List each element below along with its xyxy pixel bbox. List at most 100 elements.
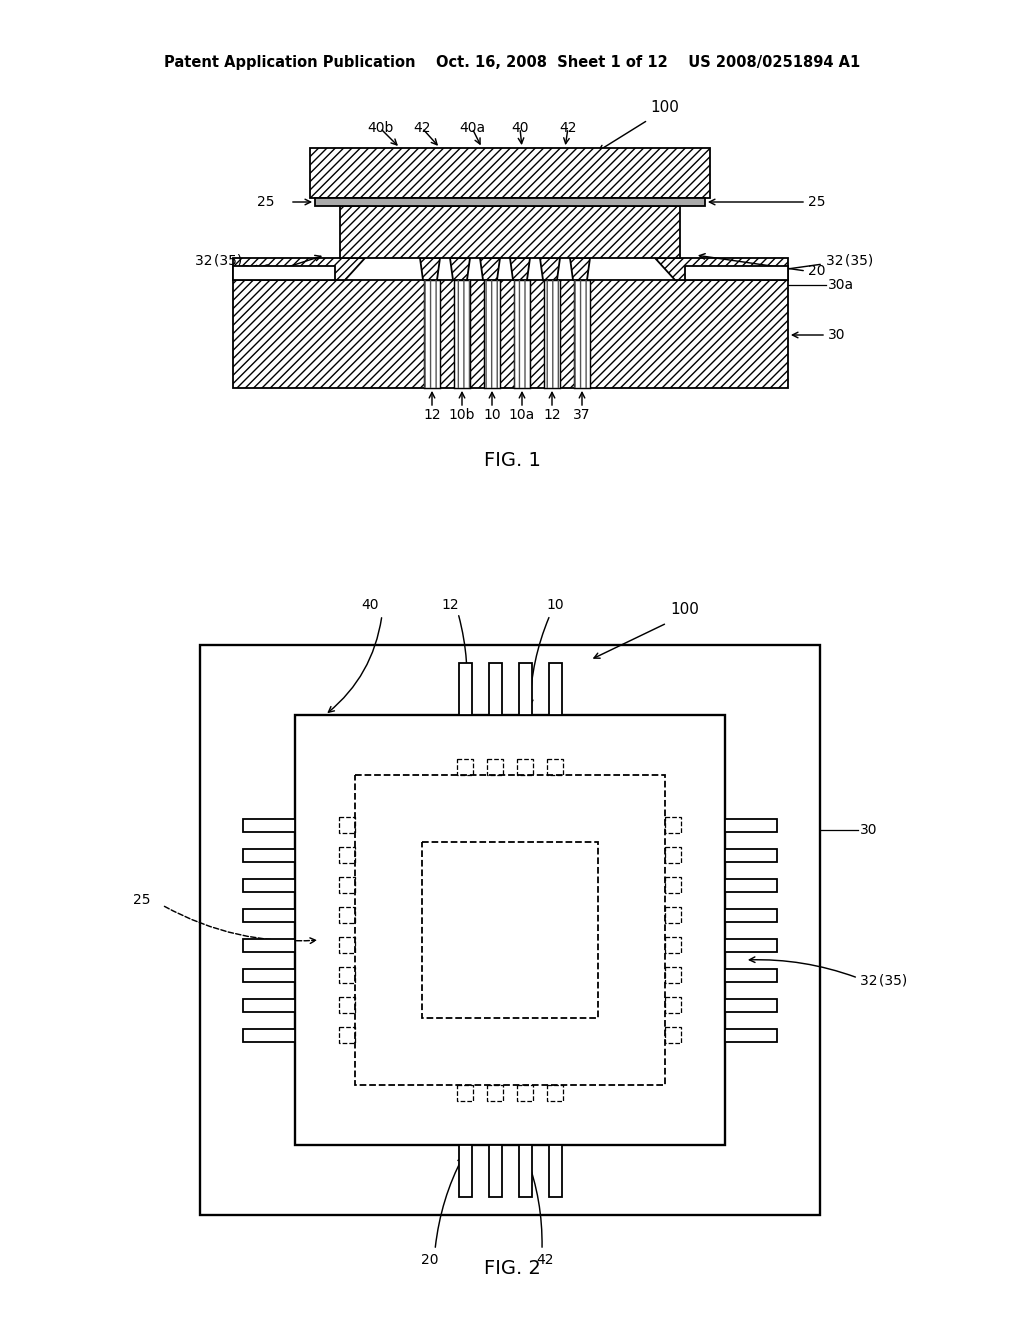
Text: 20: 20	[421, 1253, 438, 1267]
Bar	[574, 280, 590, 388]
Text: 30: 30	[828, 327, 846, 342]
Bar	[725, 849, 777, 862]
Text: 25: 25	[808, 195, 825, 209]
Text: 100: 100	[650, 100, 680, 116]
Bar	[725, 909, 777, 921]
Text: 40b: 40b	[367, 121, 393, 135]
Bar	[243, 849, 295, 862]
Bar	[549, 1144, 562, 1197]
Bar	[459, 663, 472, 715]
Polygon shape	[420, 257, 440, 280]
Text: 25: 25	[257, 195, 275, 209]
Text: 12: 12	[441, 598, 459, 612]
Text: 42: 42	[537, 1253, 554, 1267]
Bar	[725, 879, 777, 892]
Bar	[547, 759, 563, 775]
Text: 37: 37	[573, 408, 591, 422]
Bar	[315, 198, 705, 206]
Bar	[310, 148, 710, 198]
Bar	[339, 937, 355, 953]
Text: 10b: 10b	[449, 408, 475, 422]
Text: 40a: 40a	[459, 121, 485, 135]
Bar	[547, 1085, 563, 1101]
Bar	[519, 663, 532, 715]
Polygon shape	[510, 257, 530, 280]
Text: FIG. 1: FIG. 1	[483, 450, 541, 470]
Bar	[574, 280, 590, 388]
Bar	[519, 1144, 532, 1197]
Bar	[424, 280, 440, 388]
Bar	[355, 775, 665, 1085]
Text: 10: 10	[546, 598, 564, 612]
Bar	[339, 997, 355, 1012]
Text: 12: 12	[543, 408, 561, 422]
Bar	[685, 267, 788, 280]
Text: 10a: 10a	[509, 408, 536, 422]
Bar	[665, 997, 681, 1012]
Bar	[295, 715, 725, 1144]
Bar	[457, 1085, 473, 1101]
Polygon shape	[540, 257, 560, 280]
Bar	[200, 645, 820, 1214]
Text: FIG. 2: FIG. 2	[483, 1258, 541, 1278]
Bar	[243, 909, 295, 921]
Bar	[243, 969, 295, 982]
Bar	[489, 1144, 502, 1197]
Polygon shape	[655, 257, 788, 280]
Bar	[665, 817, 681, 833]
Bar	[339, 847, 355, 863]
Bar	[457, 759, 473, 775]
Bar	[665, 847, 681, 863]
Text: 20: 20	[243, 264, 260, 279]
Bar	[484, 280, 500, 388]
Bar	[517, 1085, 534, 1101]
Text: 30: 30	[860, 822, 878, 837]
Bar	[339, 1027, 355, 1043]
Text: 25: 25	[132, 894, 150, 907]
Bar	[243, 1030, 295, 1041]
Polygon shape	[480, 257, 500, 280]
Bar	[725, 1030, 777, 1041]
Text: 42: 42	[414, 121, 431, 135]
Bar	[340, 206, 680, 257]
Text: 40: 40	[361, 598, 379, 612]
Bar	[665, 968, 681, 983]
Bar	[514, 280, 530, 388]
Bar	[339, 876, 355, 894]
Bar	[243, 999, 295, 1012]
Text: Patent Application Publication    Oct. 16, 2008  Sheet 1 of 12    US 2008/025189: Patent Application Publication Oct. 16, …	[164, 54, 860, 70]
Bar	[310, 148, 710, 198]
Bar	[243, 818, 295, 832]
Bar	[233, 280, 788, 388]
Bar	[725, 939, 777, 952]
Text: 30a: 30a	[828, 279, 854, 292]
Bar	[243, 939, 295, 952]
Text: 32 (35): 32 (35)	[860, 973, 907, 987]
Bar	[725, 969, 777, 982]
Bar	[233, 267, 335, 280]
Bar	[424, 280, 440, 388]
Bar	[339, 817, 355, 833]
Text: 100: 100	[671, 602, 699, 618]
Polygon shape	[450, 257, 470, 280]
Bar	[544, 280, 560, 388]
Bar	[454, 280, 470, 388]
Bar	[665, 1027, 681, 1043]
Bar	[243, 879, 295, 892]
Polygon shape	[570, 257, 590, 280]
Bar	[340, 206, 680, 257]
Bar	[339, 907, 355, 923]
Text: 20: 20	[808, 264, 825, 279]
Bar	[665, 876, 681, 894]
Bar	[549, 663, 562, 715]
Bar	[459, 1144, 472, 1197]
Bar	[339, 968, 355, 983]
Bar	[487, 1085, 503, 1101]
Polygon shape	[233, 257, 365, 280]
Bar	[665, 907, 681, 923]
Bar	[233, 280, 788, 388]
Text: 10: 10	[483, 408, 501, 422]
Bar	[665, 937, 681, 953]
Bar	[487, 759, 503, 775]
Text: 40: 40	[511, 121, 528, 135]
